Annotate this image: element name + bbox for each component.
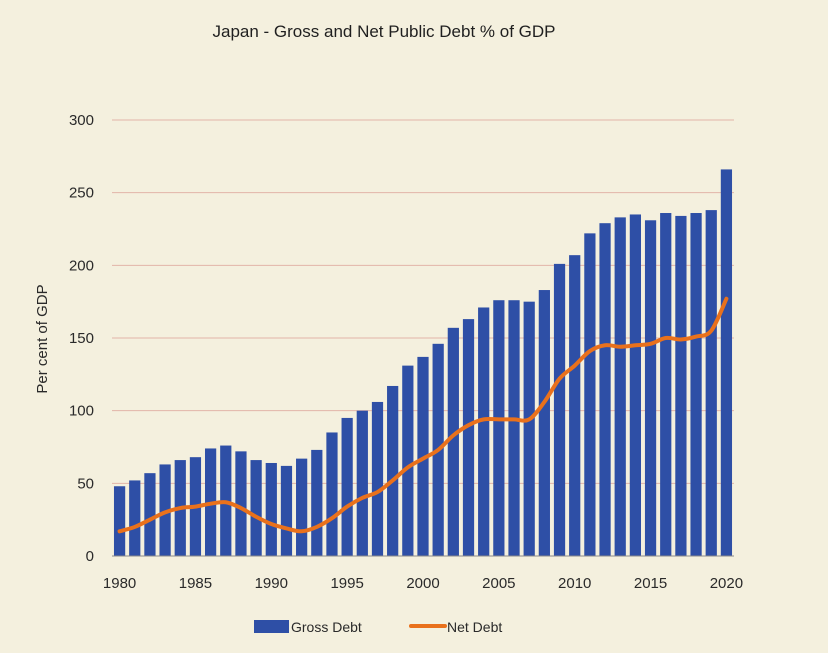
- x-tick-label: 1990: [255, 575, 288, 592]
- gross-debt-bar: [690, 213, 702, 556]
- gross-debt-bar: [265, 462, 277, 556]
- y-tick-label: 300: [69, 112, 94, 129]
- gross-debt-bar: [387, 385, 399, 556]
- gross-debt-bar: [311, 449, 323, 556]
- gross-debt-bar: [644, 220, 657, 556]
- x-tick-label: 2000: [406, 575, 439, 592]
- x-tick-label: 2015: [634, 575, 667, 592]
- gross-debt-bar: [113, 486, 126, 556]
- x-tick-label: 1980: [103, 575, 136, 592]
- gross-debt-bar: [508, 300, 520, 556]
- x-tick-label: 2005: [482, 575, 515, 592]
- y-axis-ticks: 0 50 100 150 200 250 300: [69, 112, 94, 565]
- gross-debt-bar: [584, 233, 596, 557]
- gross-debt-bar: [356, 410, 368, 556]
- gross-debt-bar: [402, 365, 414, 556]
- gross-debt-bar: [371, 401, 384, 556]
- x-axis-ticks: 1980 1985 1990 1995 2000 2005 2010 2015 2020: [103, 575, 743, 592]
- y-tick-label: 250: [69, 185, 94, 202]
- gross-debt-bar: [675, 215, 687, 557]
- gross-debt-bar: [720, 169, 733, 556]
- x-tick-label: 2020: [710, 575, 743, 592]
- gross-debt-bar: [341, 417, 353, 556]
- legend: Gross Debt Net Debt: [254, 619, 502, 635]
- gross-debt-bar: [614, 217, 626, 556]
- y-tick-label: 0: [86, 548, 94, 565]
- gross-debt-bar: [705, 210, 717, 556]
- gross-debt-bar: [250, 460, 262, 556]
- gross-debt-bar: [235, 451, 247, 556]
- gross-debt-bar: [493, 300, 505, 556]
- gross-debt-bars: [113, 169, 733, 557]
- y-tick-label: 50: [77, 475, 94, 492]
- x-tick-label: 1985: [179, 575, 212, 592]
- legend-net-debt-label: Net Debt: [447, 619, 502, 635]
- gross-debt-bar: [569, 255, 581, 556]
- legend-gross-debt-label: Gross Debt: [291, 619, 362, 635]
- gross-debt-bar: [280, 465, 293, 556]
- chart-title: Japan - Gross and Net Public Debt % of G…: [213, 22, 556, 41]
- gross-debt-bar: [660, 213, 672, 556]
- gross-debt-bar: [523, 301, 535, 556]
- gross-debt-bar: [462, 319, 475, 556]
- gross-debt-bar: [538, 290, 550, 556]
- gross-debt-bar: [129, 480, 141, 556]
- gross-debt-bar: [553, 263, 566, 556]
- y-axis-label: Per cent of GDP: [34, 284, 51, 393]
- gross-debt-bar: [629, 214, 642, 556]
- gross-debt-bar: [478, 307, 490, 556]
- gross-debt-bar: [159, 464, 171, 556]
- net-debt-line: [117, 296, 729, 534]
- x-tick-label: 2010: [558, 575, 591, 592]
- gross-debt-bar: [296, 458, 308, 556]
- legend-gross-debt-swatch: [254, 620, 289, 633]
- gross-debt-bar: [447, 327, 459, 556]
- y-tick-label: 150: [69, 330, 94, 347]
- gross-debt-bar: [144, 473, 156, 556]
- x-tick-label: 1995: [330, 575, 363, 592]
- gross-debt-bar: [599, 223, 611, 557]
- y-tick-label: 200: [69, 257, 94, 274]
- y-tick-label: 100: [69, 403, 94, 420]
- gross-debt-bar: [326, 432, 338, 556]
